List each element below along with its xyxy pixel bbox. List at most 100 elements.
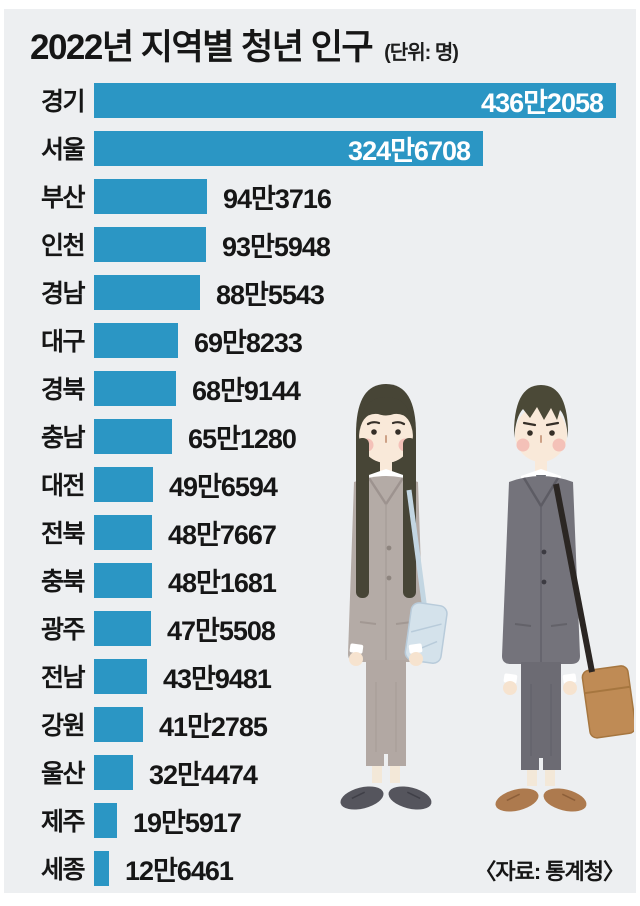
chart-row: 제주 19만5917	[4, 796, 636, 844]
region-label: 부산	[40, 184, 86, 212]
chart-row: 전남 43만9481	[4, 652, 636, 700]
value-label: 43만9481	[163, 663, 272, 694]
man-eye	[527, 430, 533, 436]
region-label: 강원	[40, 712, 86, 740]
population-bar	[94, 370, 176, 406]
chart-row: 대구 69만8233	[4, 316, 636, 364]
value-label: 324만6708	[348, 135, 471, 166]
value-label: 12만6461	[125, 855, 234, 886]
value-label: 41만2785	[159, 711, 268, 742]
region-label: 경남	[40, 280, 86, 308]
man-hand	[563, 681, 577, 695]
population-bar: 324만6708	[94, 130, 483, 166]
chart-panel: 2022년 지역별 청년 인구 (단위: 명) 경기 436만2058 서울 324만…	[4, 9, 636, 893]
chart-row: 인천 93만5948	[4, 220, 636, 268]
man-pants	[521, 662, 561, 770]
man-ankle	[527, 770, 537, 786]
region-label: 서울	[40, 136, 86, 164]
man-hand	[503, 681, 517, 695]
woman-shoe	[340, 786, 384, 810]
region-label: 울산	[40, 760, 86, 788]
man-hair	[513, 385, 569, 438]
region-label: 광주	[40, 616, 86, 644]
region-label: 제주	[40, 808, 86, 836]
value-label: 94만3716	[223, 183, 332, 214]
woman-eye	[371, 429, 377, 435]
chart-row: 광주 47만5508	[4, 604, 636, 652]
woman-ankle	[390, 766, 400, 783]
page-title: 2022년 지역별 청년 인구	[30, 28, 374, 67]
chart-row: 경북 68만9144	[4, 364, 636, 412]
region-label: 대전	[40, 472, 86, 500]
population-bar	[94, 562, 152, 598]
value-label: 88만5543	[216, 279, 325, 310]
region-label: 전남	[40, 664, 86, 692]
value-label: 436만2058	[481, 87, 604, 118]
chart-row: 부산 94만3716	[4, 172, 636, 220]
man-ankle	[545, 770, 555, 786]
region-label: 세종	[40, 856, 86, 884]
man-eye	[549, 430, 555, 436]
chart-row: 세종 12만6461	[4, 844, 636, 892]
value-label: 32만4474	[149, 759, 258, 790]
chart-row: 강원 41만2785	[4, 700, 636, 748]
man-figure	[495, 385, 634, 812]
bar-chart: 경기 436만2058 서울 324만6708 부산 94만3716 인천 93만5948 경남…	[4, 76, 636, 892]
population-bar	[94, 610, 151, 646]
value-label: 69만8233	[194, 327, 303, 358]
woman-shoe	[388, 786, 432, 810]
chart-header: 2022년 지역별 청년 인구 (단위: 명)	[30, 19, 459, 70]
woman-ankle	[372, 766, 382, 783]
value-label: 48만7667	[168, 519, 277, 550]
chart-row: 서울 324만6708	[4, 124, 636, 172]
population-bar	[94, 178, 207, 214]
chart-row: 경기 436만2058	[4, 76, 636, 124]
man-cheek	[552, 438, 566, 452]
woman-bag-strap	[406, 489, 428, 611]
value-label: 19만5917	[133, 807, 242, 838]
woman-fringe	[359, 397, 413, 436]
woman-hair-strand	[403, 438, 416, 598]
chart-row: 전북 48만7667	[4, 508, 636, 556]
woman-hand	[349, 652, 363, 666]
value-label: 48만1681	[168, 567, 277, 598]
value-label: 47만5508	[167, 615, 276, 646]
woman-hand	[409, 652, 423, 666]
population-bar	[94, 466, 153, 502]
population-bar	[94, 514, 152, 550]
population-bar	[94, 658, 147, 694]
man-shoe	[543, 788, 587, 812]
man-shoe	[495, 788, 539, 812]
woman-face	[359, 405, 413, 463]
population-bar	[94, 418, 172, 454]
population-bar: 436만2058	[94, 82, 616, 118]
region-label: 대구	[40, 328, 86, 356]
woman-pants	[366, 660, 406, 766]
population-bar	[94, 802, 117, 838]
woman-figure	[340, 384, 448, 810]
population-bar	[94, 226, 206, 262]
population-bar	[94, 754, 133, 790]
source-note: 〈자료: 통계청〉	[474, 859, 625, 884]
unit-note: (단위: 명)	[384, 42, 459, 64]
value-label: 68만9144	[192, 375, 301, 406]
region-label: 인천	[40, 232, 86, 260]
value-label: 49만6594	[169, 471, 278, 502]
woman-eye	[395, 429, 401, 435]
man-bag-strap	[553, 483, 595, 673]
value-label: 65만1280	[188, 423, 297, 454]
man-bag	[581, 665, 634, 739]
region-label: 경기	[40, 88, 86, 116]
population-bar	[94, 706, 143, 742]
region-label: 전북	[40, 520, 86, 548]
population-bar	[94, 274, 200, 310]
chart-row: 충북 48만1681	[4, 556, 636, 604]
chart-row: 울산 32만4474	[4, 748, 636, 796]
region-label: 충북	[40, 568, 86, 596]
population-bar	[94, 850, 109, 886]
chart-row: 대전 49만6594	[4, 460, 636, 508]
young-adults-illustration	[340, 384, 634, 812]
population-bar	[94, 322, 178, 358]
chart-row: 경남 88만5543	[4, 268, 636, 316]
